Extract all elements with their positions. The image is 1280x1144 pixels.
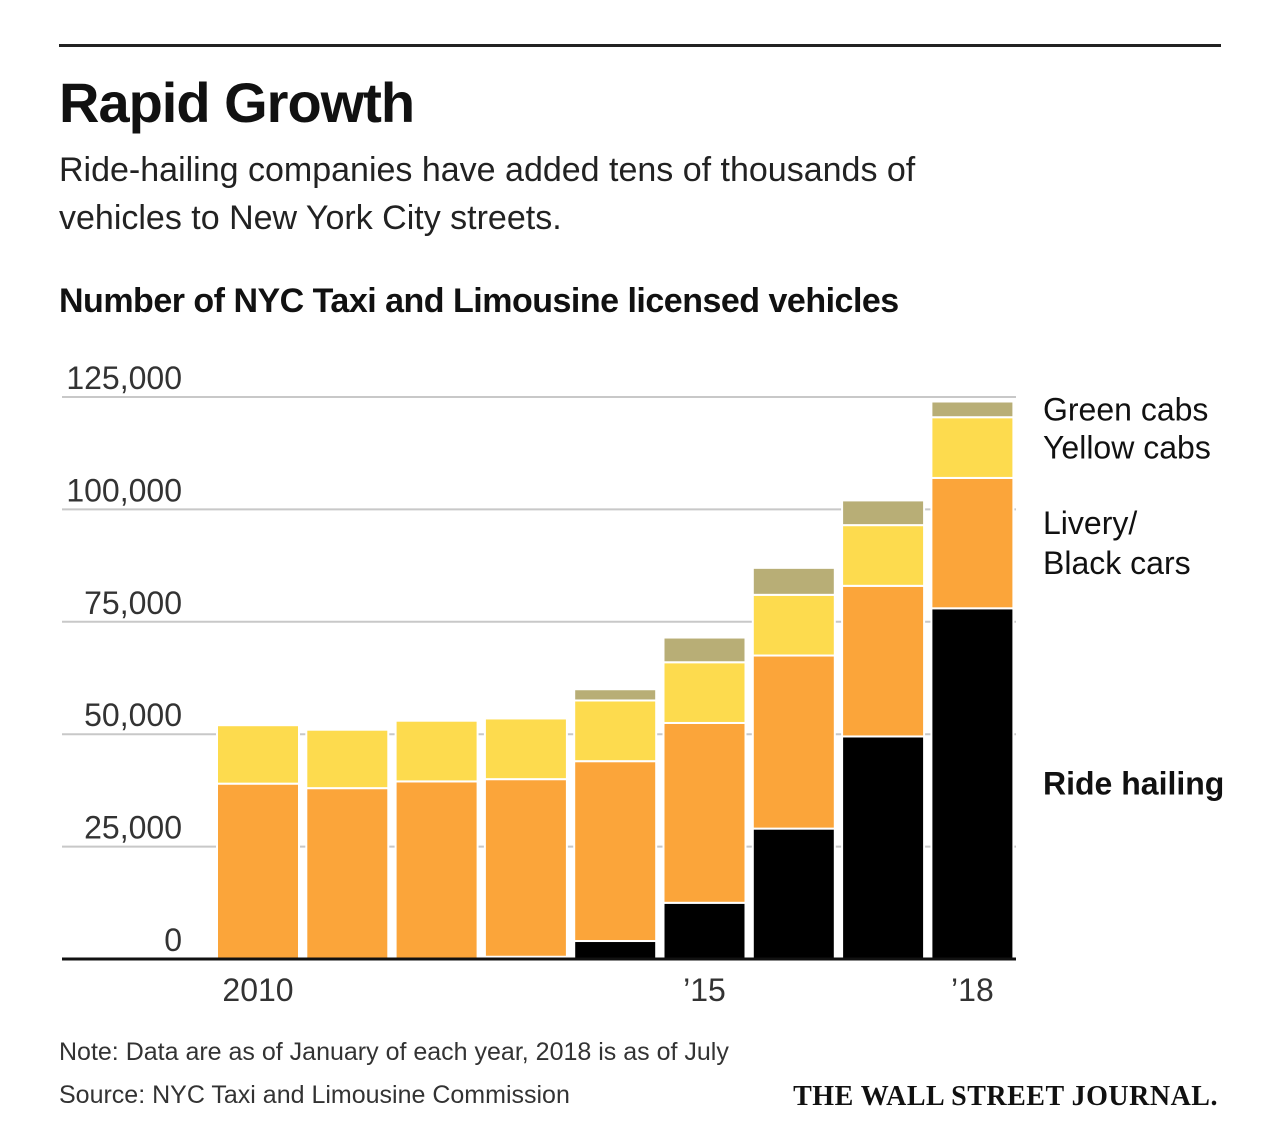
bar-segment — [751, 593, 836, 657]
bar-segment — [394, 780, 479, 960]
publisher-logo: THE WALL STREET JOURNAL. — [793, 1081, 1218, 1112]
chart-subtitle: Ride-hailing companies have added tens o… — [59, 151, 916, 237]
bar-segment — [573, 940, 658, 960]
bar-segment — [573, 699, 658, 763]
y-tick-label: 50,000 — [84, 697, 182, 733]
bar-segment — [751, 654, 836, 830]
legend-label: Green cabs — [1043, 391, 1208, 427]
stacked-bar-chart: 0 25,000 50,000 75,000 100,000 125,000 2010 ’15… — [62, 360, 1224, 1008]
x-tick-label: ’18 — [951, 972, 994, 1008]
bar-segment — [483, 717, 568, 781]
x-tick-label: ’15 — [683, 972, 726, 1008]
bar-segment — [751, 827, 836, 960]
bar-segment — [305, 728, 390, 790]
chart-title: Number of NYC Taxi and Limousine license… — [59, 282, 899, 320]
bar-segment — [662, 661, 747, 724]
bar-segment — [841, 524, 926, 587]
bar-segment — [930, 400, 1015, 419]
bar-segment — [930, 607, 1015, 960]
y-tick-label: 25,000 — [84, 810, 182, 846]
bar-segment — [751, 566, 836, 596]
y-tick-label: 100,000 — [66, 472, 182, 508]
y-tick-label: 75,000 — [84, 585, 182, 621]
bar-segment — [216, 724, 300, 785]
source-line: Source: NYC Taxi and Limousine Commissio… — [59, 1081, 570, 1109]
chart-headline: Rapid Growth — [59, 71, 415, 134]
bar-segment — [573, 760, 658, 943]
legend-label: Yellow cabs — [1043, 430, 1211, 466]
footnote: Note: Data are as of January of each yea… — [59, 1038, 729, 1066]
bar-segment — [841, 499, 926, 527]
bar-segment — [573, 688, 658, 702]
bar-segment — [662, 721, 747, 904]
legend-label: Ride hailing — [1043, 766, 1224, 802]
bar-segment — [394, 719, 479, 783]
bar-segment — [841, 584, 926, 738]
bar-segment — [930, 476, 1015, 610]
bar-segment — [483, 778, 568, 958]
bar-segment — [662, 636, 747, 664]
y-tick-label: 125,000 — [66, 360, 182, 396]
bar-segment — [930, 416, 1015, 479]
x-tick-label: 2010 — [222, 972, 293, 1008]
bar-segment — [841, 735, 926, 960]
top-rule — [59, 44, 1221, 47]
y-tick-label: 0 — [164, 922, 182, 958]
bar-segment — [305, 787, 390, 961]
bar-segment — [662, 901, 747, 960]
legend-label: Livery/Black cars — [1043, 505, 1191, 581]
bar-segment — [216, 782, 300, 960]
